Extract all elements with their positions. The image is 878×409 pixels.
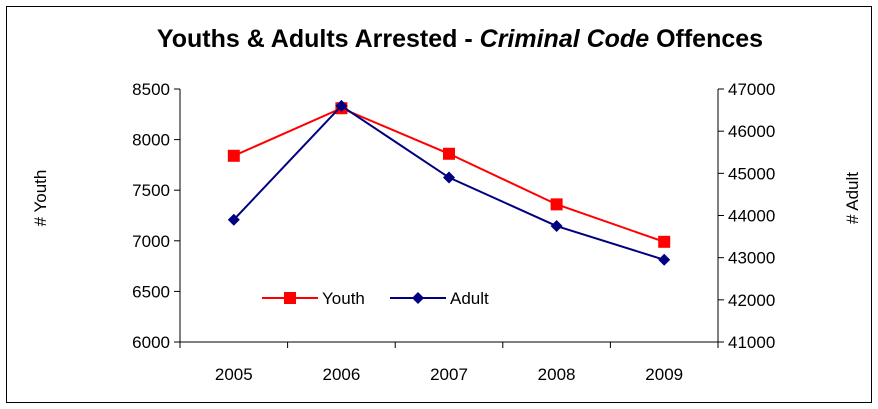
legend: Youth Adult xyxy=(262,289,489,308)
x-tick-label: 2008 xyxy=(538,365,576,384)
y-right-tick-label: 46000 xyxy=(728,122,775,141)
adult-data-point xyxy=(550,220,563,233)
y-left-tick-label: 8000 xyxy=(132,131,170,150)
y-right-tick-label: 43000 xyxy=(728,249,775,268)
axes-layer: 6000 6500 7000 7500 8000 8500 41000 42000 43000 4… xyxy=(132,80,775,384)
title-part3: Offences xyxy=(649,25,763,53)
y-left-tick-label: 6500 xyxy=(132,282,170,301)
y-left-tick-label: 7000 xyxy=(132,232,170,251)
y-right-tick-label: 41000 xyxy=(728,333,775,352)
youth-data-point xyxy=(227,149,240,162)
y-left-axis-label: # Youth xyxy=(31,170,50,227)
adult-data-point xyxy=(658,253,671,266)
youth-data-point xyxy=(550,198,563,211)
adult-data-point xyxy=(227,213,240,226)
x-tick-label: 2007 xyxy=(430,365,468,384)
y-right-tick-label: 44000 xyxy=(728,207,775,226)
y-right-tick-label: 42000 xyxy=(728,291,775,310)
title-part1: Youths & Adults Arrested - xyxy=(157,25,480,53)
adult-legend-marker xyxy=(412,292,424,304)
adult-data-point xyxy=(443,171,455,184)
series-layer xyxy=(227,99,671,266)
x-tick-label: 2006 xyxy=(322,365,360,384)
adult-legend-label: Adult xyxy=(450,289,489,308)
y-right-tick-label: 45000 xyxy=(728,164,775,183)
adult-data-point xyxy=(335,99,348,112)
y-right-tick-label: 47000 xyxy=(728,80,775,99)
y-left-tick-label: 8500 xyxy=(132,80,170,99)
y-left-tick-label: 7500 xyxy=(132,181,170,200)
y-left-tick-label: 6000 xyxy=(132,333,170,352)
youth-legend-marker xyxy=(284,292,296,304)
youth-data-point xyxy=(658,235,671,248)
chart-title: Youths & Adults Arrested - Criminal Code… xyxy=(157,25,763,53)
y-right-axis-label: # Adult xyxy=(843,172,862,224)
x-tick-label: 2009 xyxy=(645,365,683,384)
x-tick-label: 2005 xyxy=(215,365,253,384)
youth-data-point xyxy=(443,147,455,160)
chart-frame xyxy=(6,6,872,403)
title-part2: Criminal Code xyxy=(480,25,650,53)
youth-legend-label: Youth xyxy=(322,289,365,308)
